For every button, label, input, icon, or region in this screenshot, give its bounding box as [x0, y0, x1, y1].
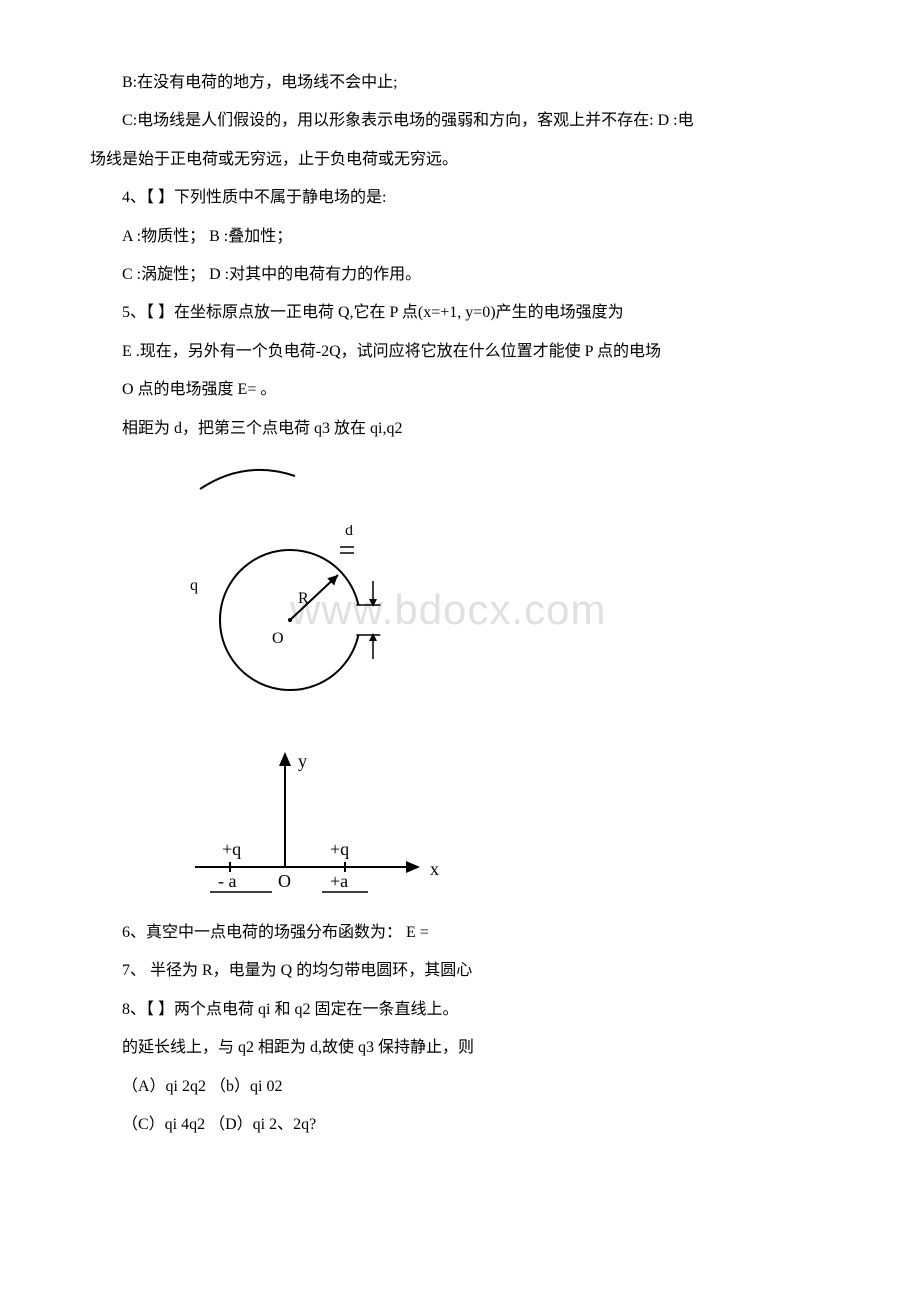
question-7: 7、 半径为 R，电量为 Q 的均匀带电圆环，其圆心 — [90, 956, 830, 986]
figure-xy-charges: y x O +q +q - a +a — [190, 747, 830, 908]
option-c-line2: 场线是始于正电荷或无穷远，止于负电荷或无穷远。 — [90, 145, 830, 175]
question-5-line2: E .现在，另外有一个负电荷-2Q，试问应将它放在什么位置才能使 P 点的电场 — [90, 337, 830, 367]
question-8-options-ab: （A）qi 2q2 （b）qi 02 — [90, 1072, 830, 1102]
question-5-line3: O 点的电场强度 E= 。 — [90, 375, 830, 405]
svg-text:d: d — [345, 525, 353, 539]
question-6: 6、真空中一点电荷的场强分布函数为： E = — [90, 918, 830, 948]
figure-circle-gap: O Rq d — [190, 525, 830, 716]
svg-text:+q: +q — [222, 839, 241, 859]
svg-text:q: q — [190, 577, 198, 594]
svg-text:y: y — [298, 751, 307, 771]
arc-svg — [190, 464, 310, 494]
question-5-line1: 5、【 】在坐标原点放一正电荷 Q,它在 P 点(x=+1, y=0)产生的电场… — [90, 298, 830, 328]
circle-diagram: O Rq d — [190, 525, 450, 705]
svg-text:x: x — [430, 859, 439, 879]
xy-axis-diagram: y x O +q +q - a +a — [190, 747, 450, 897]
question-5-line4: 相距为 d，把第三个点电荷 q3 放在 qi,q2 — [90, 414, 830, 444]
option-c-line1: C:电场线是人们假设的，用以形象表示电场的强弱和方向，客观上并不存在: D :电 — [90, 106, 830, 136]
question-8-line1: 8、【 】两个点电荷 qi 和 q2 固定在一条直线上。 — [90, 995, 830, 1025]
svg-text:R: R — [298, 590, 309, 607]
question-4: 4、【 】下列性质中不属于静电场的是: — [90, 183, 830, 213]
svg-text:O: O — [272, 630, 284, 647]
question-8-options-cd: （C）qi 4q2 （D）qi 2、2q? — [90, 1110, 830, 1140]
option-b-text: B:在没有电荷的地方，电场线不会中止; — [90, 68, 830, 98]
svg-text:O: O — [278, 871, 291, 891]
question-8-line2: 的延长线上，与 q2 相距为 d,故使 q3 保持静止，则 — [90, 1033, 830, 1063]
arc-decoration — [190, 464, 830, 505]
svg-text:+a: +a — [330, 871, 348, 891]
svg-text:+q: +q — [330, 839, 349, 859]
question-4-ab: A :物质性； B :叠加性； — [90, 222, 830, 252]
question-4-cd: C :涡旋性； D :对其中的电荷有力的作用。 — [90, 260, 830, 290]
svg-text:- a: - a — [218, 871, 236, 891]
